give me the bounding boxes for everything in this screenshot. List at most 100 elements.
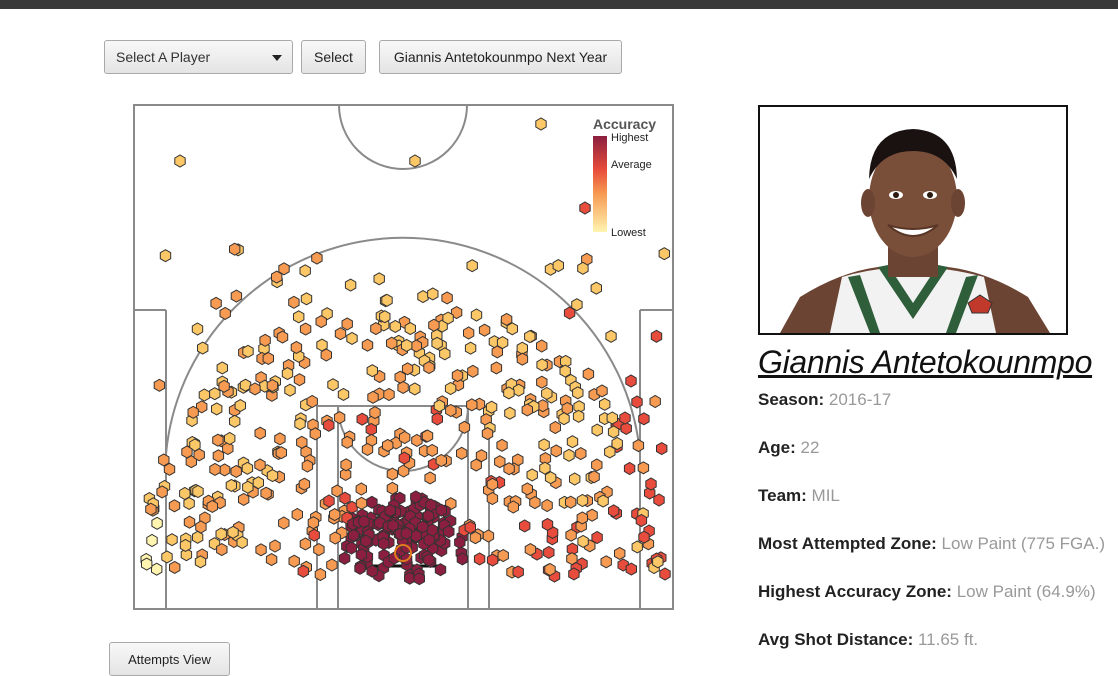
shot-hexbin	[355, 482, 367, 496]
shot-hexbin	[195, 520, 207, 534]
shot-hexbin	[288, 295, 300, 309]
shot-hexbin	[169, 560, 181, 574]
shot-hexbin	[194, 555, 207, 569]
shot-hexbin	[526, 468, 538, 482]
shot-hexbin	[344, 278, 357, 292]
shot-hexbin	[635, 513, 648, 528]
shot-hexbin	[389, 319, 401, 333]
stat-most-attempted-zone: Most Attempted Zone: Low Paint (775 FGA.…	[758, 534, 1105, 554]
shot-hexbin	[596, 384, 608, 398]
shot-hexbin	[238, 492, 250, 506]
shot-hexbin	[566, 552, 578, 566]
shot-hexbin	[206, 499, 218, 513]
shot-hexbin	[365, 422, 377, 436]
shot-hexbin	[366, 364, 378, 378]
shot-hexbin	[442, 311, 454, 325]
shot-hexbin	[536, 375, 548, 389]
shot-hexbin	[599, 397, 611, 411]
shot-hexbin	[337, 387, 350, 401]
shot-hexbin	[241, 461, 254, 475]
shot-hexbin	[614, 546, 626, 560]
shot-hexbin	[409, 154, 421, 168]
shot-hexbin	[249, 382, 261, 396]
shot-hexbin	[348, 528, 360, 542]
shot-hexbin	[216, 543, 228, 557]
shot-hexbin	[183, 515, 196, 529]
shot-hexbin	[229, 242, 241, 256]
shot-hexbin	[577, 534, 589, 548]
shot-hexbin	[179, 538, 192, 552]
shot-hexbin	[329, 508, 341, 522]
shot-hexbin	[656, 442, 668, 456]
select-button[interactable]: Select	[301, 40, 366, 74]
shot-hexbin	[329, 531, 341, 545]
accuracy-legend: Accuracy Highest Average Lowest	[593, 116, 656, 239]
stat-label: Season:	[758, 390, 825, 409]
shot-hexbin	[262, 351, 274, 365]
shot-hexbin	[361, 338, 374, 352]
shot-hexbin	[409, 382, 421, 396]
shot-hexbin	[346, 500, 358, 514]
shot-hexbin	[151, 516, 163, 530]
attempts-view-button[interactable]: Attempts View	[109, 642, 230, 676]
shot-hexbin	[645, 477, 657, 491]
shot-hexbin	[400, 552, 413, 566]
legend-low-label: Lowest	[611, 227, 646, 239]
shot-hexbin	[496, 336, 509, 350]
shot-hexbin	[383, 387, 395, 402]
shot-hexbin	[219, 306, 231, 320]
shot-hexbin	[239, 378, 252, 392]
shot-hexbin	[434, 563, 447, 577]
shot-hexbin	[218, 379, 230, 393]
shot-hexbin	[535, 117, 547, 131]
shot-hexbin	[558, 412, 570, 426]
shot-hexbin	[524, 330, 536, 344]
shot-hexbin	[181, 445, 193, 459]
shot-hexbin	[338, 551, 351, 565]
shot-hexbin	[481, 427, 494, 441]
shot-hexbin	[300, 292, 313, 306]
shot-hexbin	[433, 399, 446, 413]
shot-hexbin	[607, 425, 620, 439]
shot-hexbin	[410, 529, 422, 543]
shot-hexbin	[538, 438, 550, 452]
player-select[interactable]: Select A Player	[104, 40, 293, 74]
shot-hexbin	[631, 395, 643, 409]
shot-hexbin	[590, 281, 602, 295]
next-year-button[interactable]: Giannis Antetokounmpo Next Year	[379, 40, 622, 74]
shot-hexbin	[413, 572, 425, 586]
shot-hexbin	[212, 433, 224, 447]
shot-hexbin	[539, 452, 552, 466]
shot-hexbin	[252, 476, 264, 490]
shot-hexbin	[524, 543, 537, 557]
shot-hexbin	[539, 461, 551, 475]
stat-label: Age:	[758, 438, 796, 457]
shot-hexbin	[360, 534, 372, 548]
shot-hexbin	[473, 552, 486, 566]
shot-hexbin	[229, 414, 241, 428]
stat-value: Low Paint (64.9%)	[956, 582, 1096, 601]
shot-hexbin	[444, 381, 457, 396]
shot-hexbin	[153, 378, 166, 392]
shot-hexbin	[254, 458, 266, 472]
shot-hexbin	[334, 327, 347, 341]
shot-hexbin	[591, 458, 603, 472]
stat-highest-accuracy-zone: Highest Accuracy Zone: Low Paint (64.9%)	[758, 582, 1096, 602]
shot-hexbin	[236, 535, 248, 549]
shot-hexbin	[156, 485, 168, 499]
shot-hexbin	[234, 399, 246, 413]
shot-hexbin	[604, 445, 616, 459]
shot-hexbin	[544, 471, 557, 485]
shot-hexbin	[333, 411, 346, 425]
shot-hexbin	[266, 379, 279, 393]
shot-hexbin	[309, 427, 321, 441]
shot-hexbin	[242, 480, 254, 494]
shot-hexbin	[386, 467, 399, 481]
shot-hexbin	[193, 448, 205, 462]
shot-hexbin	[366, 495, 378, 509]
shot-hexbin	[293, 373, 306, 387]
shot-hexbin	[486, 477, 499, 491]
shot-hexbin	[355, 496, 368, 510]
shot-hexbin	[506, 322, 518, 336]
shot-hexbin	[519, 519, 531, 533]
